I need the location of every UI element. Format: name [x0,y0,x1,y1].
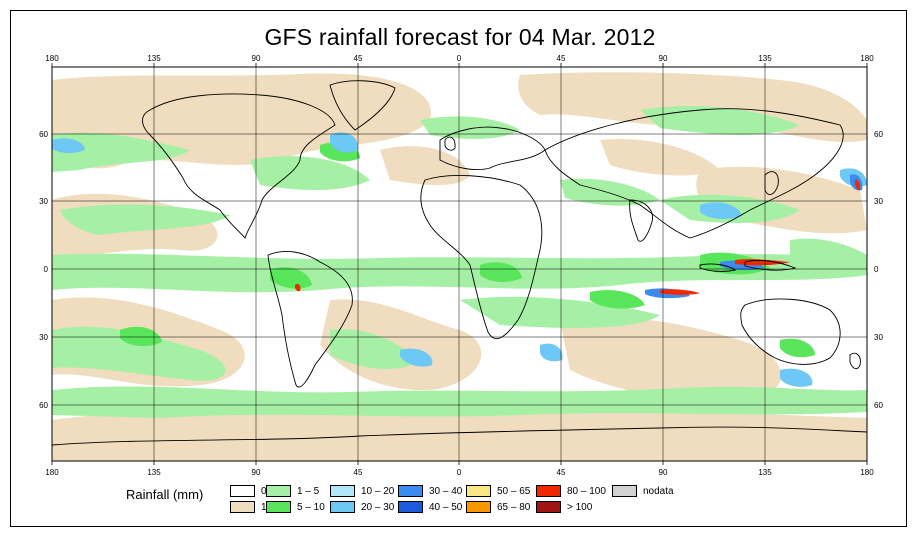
legend-item: 65 – 80 [466,500,530,514]
legend-item: 20 – 30 [330,500,394,514]
legend-item: > 100 [536,500,592,514]
legend-swatch [230,501,255,513]
legend-item-label: 40 – 50 [429,501,463,513]
legend-item-label: 20 – 30 [361,501,395,513]
legend-item: 1 [230,500,267,514]
legend-item-label: 50 – 65 [497,485,531,497]
legend-item-label: 30 – 40 [429,485,463,497]
bottom-tick-label: 90 [659,468,668,477]
legend-item-label: 0 [261,485,267,497]
legend-item: 30 – 40 [398,484,462,498]
legend-swatch [330,501,355,513]
legend-swatch [330,485,355,497]
bottom-tick-label: 45 [354,468,363,477]
legend-swatch [266,501,291,513]
top-tick-label: 90 [252,54,261,63]
legend-item: 80 – 100 [536,484,606,498]
legend-item-label: 65 – 80 [497,501,531,513]
top-tick-label: 135 [147,54,161,63]
legend-item-label: 5 – 10 [297,501,325,513]
legend-item: 5 – 10 [266,500,325,514]
legend-swatch [466,501,491,513]
right-tick-label: 60 [874,130,883,139]
legend-swatch [612,485,637,497]
bottom-tick-label: 0 [457,468,462,477]
right-tick-label: 30 [874,197,883,206]
legend-item: 50 – 65 [466,484,530,498]
legend-swatch [230,485,255,497]
bottom-tick-label: 180 [45,468,59,477]
left-tick-label: 30 [39,197,48,206]
bottom-tick-label: 90 [252,468,261,477]
legend-item-label: > 100 [567,501,593,513]
coastlines [52,80,867,446]
legend-swatch [466,485,491,497]
left-tick-label: 60 [39,130,48,139]
right-tick-label: 60 [874,401,883,410]
legend-item: 40 – 50 [398,500,462,514]
legend-swatch [536,485,561,497]
figure-frame [10,10,907,527]
bottom-tick-label: 45 [557,468,566,477]
bottom-tick-label: 135 [147,468,161,477]
legend-item: nodata [612,484,674,498]
legend-item-label: 10 – 20 [361,485,395,497]
right-tick-label: 0 [874,265,879,274]
legend-swatch [266,485,291,497]
top-tick-label: 135 [758,54,772,63]
top-tick-label: 90 [659,54,668,63]
top-tick-label: 45 [557,54,566,63]
legend-item: 1 – 5 [266,484,319,498]
legend-item-label: 80 – 100 [567,485,606,497]
legend-item: 10 – 20 [330,484,394,498]
top-tick-label: 45 [354,54,363,63]
bottom-tick-label: 135 [758,468,772,477]
legend-swatch [398,485,423,497]
top-tick-label: 0 [457,54,462,63]
top-tick-label: 180 [860,54,874,63]
graticule [52,67,867,461]
legend-swatch [536,501,561,513]
legend-item-label: 1 – 5 [297,485,320,497]
tick-marks [51,63,868,465]
legend-title: Rainfall (mm) [126,487,204,502]
bottom-tick-label: 180 [860,468,874,477]
left-tick-label: 60 [39,401,48,410]
map-border [51,66,868,462]
top-tick-label: 180 [45,54,59,63]
legend-item-label: nodata [643,485,674,497]
legend-swatch [398,501,423,513]
right-tick-label: 30 [874,333,883,342]
left-tick-label: 0 [44,265,49,274]
rainfall-field [52,72,867,461]
legend-item: 0 [230,484,267,498]
map-title: GFS rainfall forecast for 04 Mar. 2012 [264,24,656,50]
left-tick-label: 30 [39,333,48,342]
legend-item-label: 1 [261,501,267,513]
